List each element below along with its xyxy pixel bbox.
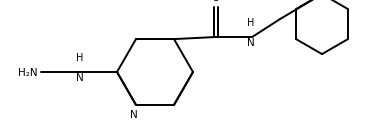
Text: O: O	[212, 0, 220, 3]
Text: H: H	[247, 18, 255, 28]
Text: N: N	[247, 38, 255, 48]
Text: N: N	[76, 73, 84, 83]
Text: H: H	[76, 53, 84, 63]
Text: N: N	[130, 110, 138, 120]
Text: H₂N: H₂N	[18, 68, 38, 78]
